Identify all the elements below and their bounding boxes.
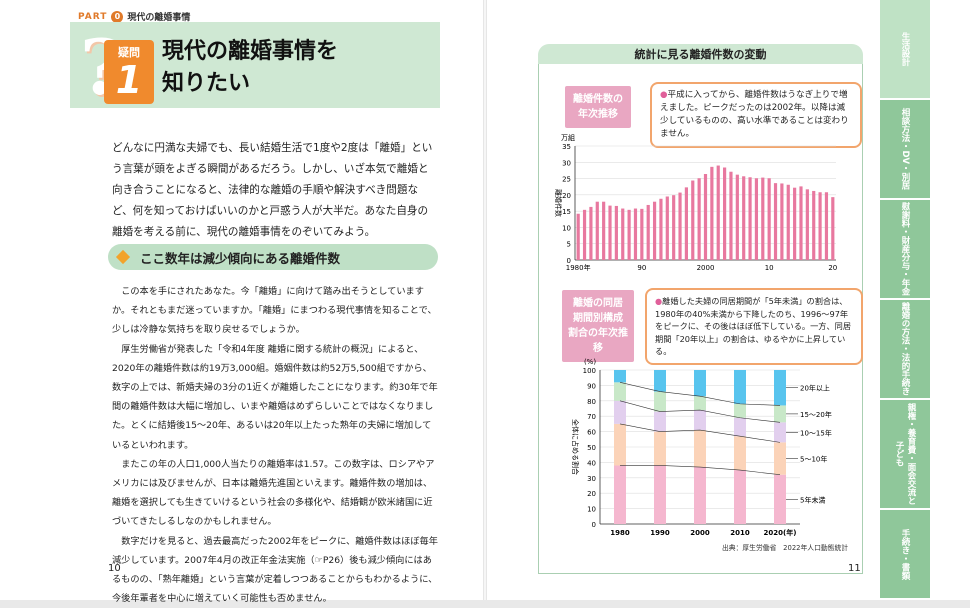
chart1-note: ●平成に入ってから、離婚件数はうなぎ上りで増えました。ピークだったのは2002年… xyxy=(650,82,862,148)
bullet-icon: ● xyxy=(660,90,668,100)
tab-compensation[interactable]: 慰謝料・財産分与・年金 xyxy=(880,200,930,300)
tab-life-planning[interactable]: 生活設計 xyxy=(880,0,930,100)
diamond-icon xyxy=(115,249,131,265)
part-title: 現代の離婚事情 xyxy=(127,13,191,23)
title-line-1: 現代の離婚事情を xyxy=(162,39,339,64)
stats-header: 統計に見る離婚件数の変動 xyxy=(538,44,863,66)
chart2-note: ●離婚した夫婦の同居期間が「5年未満」の割合は、1980年の40%未満から下降し… xyxy=(645,288,863,365)
question-label: 疑問 xyxy=(118,46,140,59)
body-paragraph: 数字だけを見ると、過去最高だった2002年をピークに、離婚件数はほぼ毎年減少して… xyxy=(112,535,438,605)
body-paragraph: 厚生労働省が発表した「令和4年度 離婚に関する統計の概況」によると、2020年の… xyxy=(112,343,438,451)
page-title: 現代の離婚事情を 知りたい xyxy=(162,36,338,100)
title-line-2: 知りたい xyxy=(162,71,251,96)
page-fold xyxy=(483,0,487,600)
part-label: PART xyxy=(78,11,108,22)
question-number: 1 xyxy=(115,58,143,102)
chart2-note-text: 離婚した夫婦の同居期間が「5年未満」の割合は、1980年の40%未満から下降した… xyxy=(655,296,852,356)
side-tabs: 生活設計 相談方法・DV・別居 慰謝料・財産分与・年金 離婚の方法・法的手続き … xyxy=(880,0,970,600)
page-number-right: 11 xyxy=(848,563,861,574)
left-page: PART 0 現代の離婚事情 ? 疑問 1 現代の離婚事情を 知りたい どんなに… xyxy=(0,0,485,604)
chart1-label: 離婚件数の 年次推移 xyxy=(565,86,631,128)
section-title: ここ数年は減少傾向にある離婚件数 xyxy=(140,250,341,266)
bullet-icon: ● xyxy=(655,296,663,306)
chart1-label-line2: 年次推移 xyxy=(578,109,618,120)
body-paragraph: またこの年の人口1,000人当たりの離婚率は1.57。この数字は、ロシアやアメリ… xyxy=(112,458,435,528)
tab-procedures[interactable]: 手続き・書類 xyxy=(880,510,930,600)
page-number-left: 10 xyxy=(108,563,121,574)
section-heading: ここ数年は減少傾向にある離婚件数 xyxy=(108,244,438,270)
chart2-label-line3: 割合の年次推移 xyxy=(568,328,628,354)
part-number: 0 xyxy=(111,10,124,23)
intro-paragraph: どんなに円満な夫婦でも、長い結婚生活で1度や2度は「離婚」という言葉が頭をよぎる… xyxy=(112,142,433,238)
question-badge: 疑問 1 xyxy=(104,40,154,104)
tab-consultation[interactable]: 相談方法・DV・別居 xyxy=(880,100,930,200)
tab-divorce-methods[interactable]: 離婚の方法・法的手続き xyxy=(880,300,930,400)
chart2-label: 離婚の同居 期間別構成 割合の年次推移 xyxy=(562,290,634,362)
chart2-label-line1: 離婚の同居 xyxy=(573,298,623,309)
chart1-label-line1: 離婚件数の xyxy=(573,94,623,105)
body-text: この本を手にされたあなた。今「離婚」に向けて踏み出そうとしていますか。それともま… xyxy=(112,282,438,608)
chart2-label-line2: 期間別構成 xyxy=(573,313,623,324)
chart1-note-text: 平成に入ってから、離婚件数はうなぎ上りで増えました。ピークだったのは2002年。… xyxy=(660,90,849,139)
source-note: 出典：厚生労働省 2022年人口動態統計 xyxy=(722,544,849,552)
part-header: PART 0 現代の離婚事情 xyxy=(78,10,190,23)
tab-custody[interactable]: 親権・養育費・面会交流と子ども xyxy=(880,400,930,510)
body-paragraph: この本を手にされたあなた。今「離婚」に向けて踏み出そうとしていますか。それともま… xyxy=(112,286,437,336)
